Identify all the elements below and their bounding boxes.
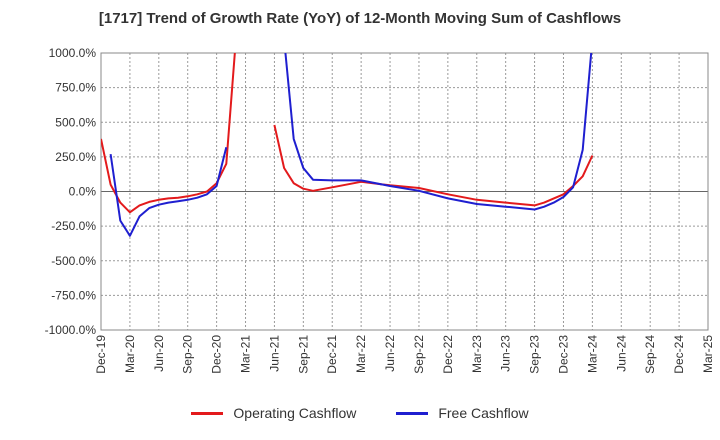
legend-item-free-cashflow: Free Cashflow [396, 405, 529, 421]
y-tick-label: 500.0% [55, 115, 96, 129]
x-tick-label: Mar-22 [354, 335, 368, 373]
y-tick-label: 0.0% [69, 185, 97, 199]
x-tick-label: Jun-24 [614, 335, 628, 372]
x-tick-label: Dec-24 [672, 335, 686, 374]
x-tick-label: Sep-20 [181, 335, 195, 374]
y-tick-label: -1000.0% [45, 323, 97, 337]
y-tick-label: -250.0% [51, 219, 96, 233]
x-tick-label: Jun-20 [152, 335, 166, 372]
y-tick-label: -750.0% [51, 288, 96, 302]
x-tick-label: Dec-22 [441, 335, 455, 374]
y-tick-label: 1000.0% [49, 46, 97, 60]
series-line-operating-cashflow [101, 53, 236, 214]
y-tick-label: 250.0% [55, 150, 96, 164]
x-tick-label: Mar-24 [585, 335, 599, 373]
series-line-operating-cashflow [273, 124, 594, 207]
legend-swatch-free [396, 411, 429, 415]
x-tick-label: Sep-22 [412, 335, 426, 374]
x-tick-label: Mar-20 [123, 335, 137, 373]
x-tick-label: Sep-21 [296, 335, 310, 374]
x-tick-label: Sep-24 [643, 335, 657, 374]
series-line-free-cashflow [109, 146, 228, 237]
x-tick-label: Jun-21 [267, 335, 281, 372]
series-line-free-cashflow [284, 53, 593, 211]
x-tick-label: Dec-21 [325, 335, 339, 374]
y-tick-label: -500.0% [51, 254, 96, 268]
legend-item-operating-cashflow: Operating Cashflow [191, 405, 356, 421]
legend-swatch-operating [191, 411, 224, 415]
x-tick-label: Dec-19 [94, 335, 108, 374]
x-tick-label: Mar-25 [701, 335, 715, 373]
x-tick-label: Jun-23 [499, 335, 513, 372]
chart-legend: Operating Cashflow Free Cashflow [0, 405, 720, 421]
plot-frame [100, 52, 709, 331]
x-tick-label: Mar-23 [470, 335, 484, 373]
x-tick-label: Sep-23 [528, 335, 542, 374]
chart-title: [1717] Trend of Growth Rate (YoY) of 12-… [98, 10, 622, 27]
x-tick-label: Jun-22 [383, 335, 397, 372]
x-tick-label: Dec-23 [556, 335, 570, 374]
legend-label-operating: Operating Cashflow [233, 405, 357, 421]
x-tick-label: Mar-21 [239, 335, 253, 373]
x-tick-label: Dec-20 [210, 335, 224, 374]
legend-label-free: Free Cashflow [438, 405, 529, 421]
y-tick-label: 750.0% [55, 81, 96, 95]
